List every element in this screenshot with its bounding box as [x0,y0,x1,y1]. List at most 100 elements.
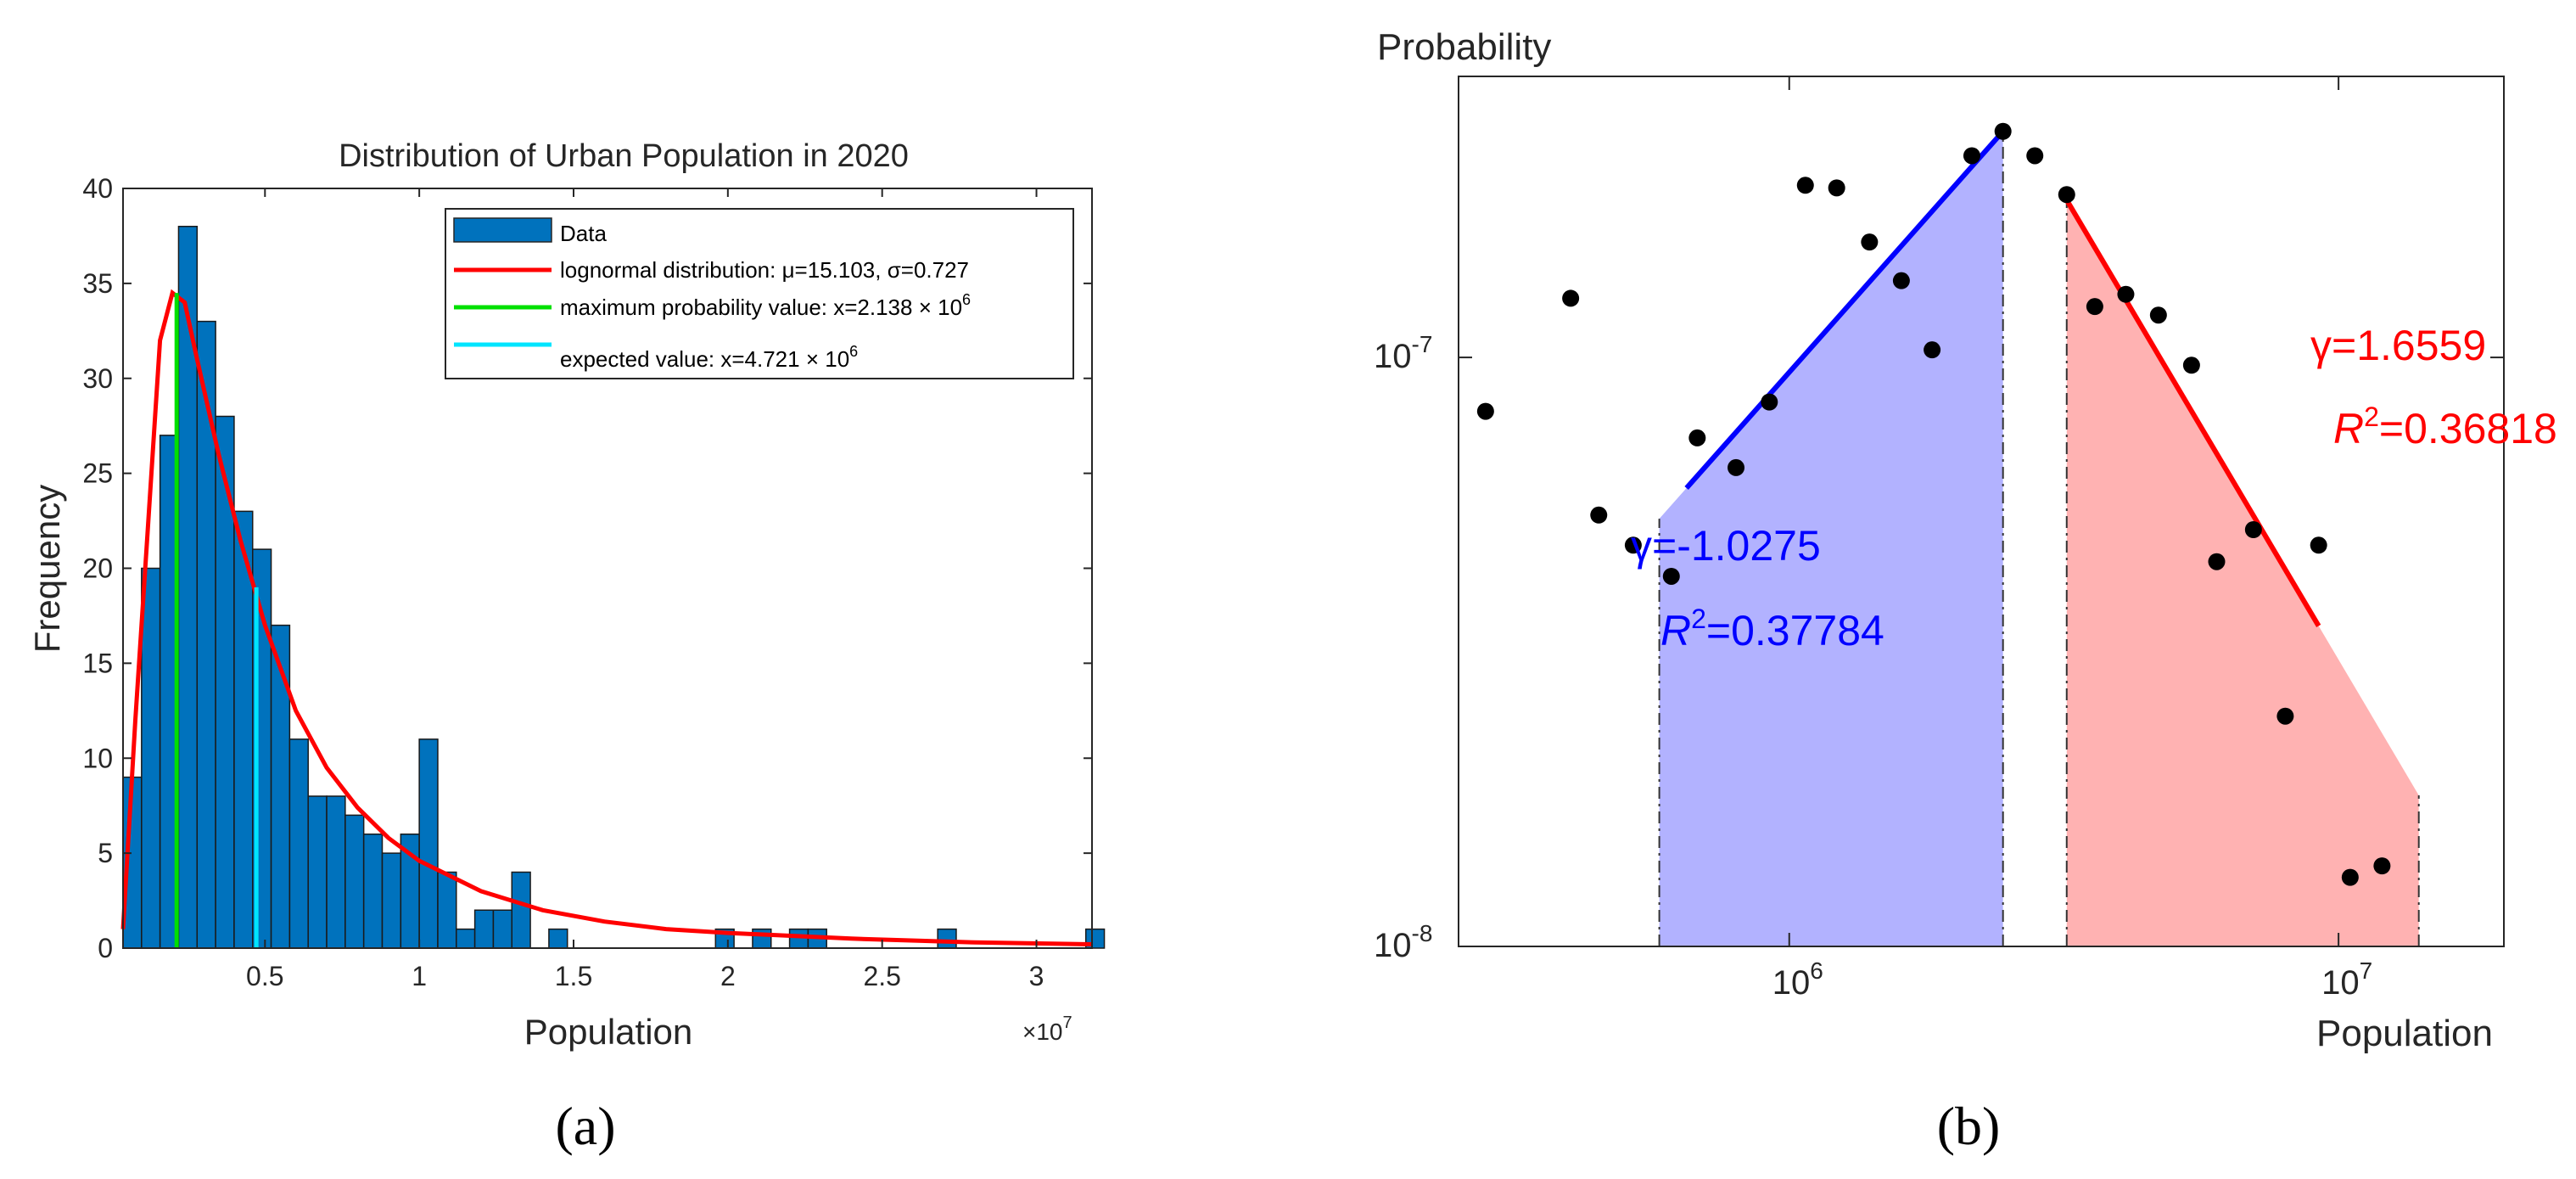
histogram-bar [548,928,568,949]
x-tick-label: 2 [720,961,736,991]
histogram-bar [456,928,476,949]
legend-expected-text: expected value: x=4.721 × 10 [560,346,849,372]
right-r2-exp: 2 [2364,401,2379,432]
histogram-bar [937,928,957,949]
left-r2-label: R2=0.37784 [1660,604,1884,654]
histogram-bar [288,738,309,949]
data-point [2310,536,2327,554]
data-point [1994,122,2012,140]
data-point [2208,553,2226,570]
right-r2-value: =0.36818 [2379,405,2557,452]
tick-exp: 7 [2360,957,2373,984]
data-point [2117,285,2135,303]
x-tick-label: 107 [2321,957,2372,1002]
legend-label-data: Data [560,221,607,246]
data-point [1892,272,1910,289]
tick-base: 10 [1772,964,1811,1002]
legend-entry-max-probability: maximum probability value: x=2.138 × 106 [454,291,971,320]
left-r2-value: =0.37784 [1706,607,1884,654]
legend-entry-data: Data [453,217,607,246]
histogram-bar [177,226,199,949]
x-tick-label: 0.5 [246,961,283,991]
data-point [2373,857,2391,875]
data-point [2276,707,2294,725]
data-point [1728,458,1745,476]
tick-exp: -7 [1412,331,1433,357]
multiplier-base: ×10 [1022,1019,1063,1045]
data-point [1796,177,1814,194]
data-point [1476,402,1494,420]
legend-label-max-probability: maximum probability value: x=2.138 × 106 [560,291,971,320]
left-gamma-label: γ=-1.0275 [1631,522,1821,570]
data-point [1861,233,1879,251]
x-tick-label: 2.5 [863,961,900,991]
chart-a-ylabel: Frequency [27,485,67,653]
tick-base: 10 [1374,927,1412,964]
right-r2-prefix: R [2333,405,2364,452]
y-tick-label: 10-7 [1374,331,1432,375]
data-point [2244,521,2262,539]
legend-swatch-data [453,217,552,243]
y-tick-label: 30 [82,363,113,394]
legend-max-text: maximum probability value: x=2.138 × 10 [560,295,962,320]
legend-entry-expected: expected value: x=4.721 × 106 [454,342,858,372]
chart-b-axes-box [1458,76,2505,947]
histogram-bar [196,320,216,949]
tick-base: 10 [2321,964,2360,1002]
right-fit-line [2064,199,2321,627]
right-fit-region [2066,199,2419,946]
lognormal-curve [120,289,1093,946]
x-tick-label: 3 [1029,961,1044,991]
histogram-bar [492,909,513,949]
x-tick-label: 106 [1772,957,1823,1002]
histogram-bar [307,795,328,949]
data-point [2341,868,2359,886]
data-point [2086,298,2103,316]
region-boundaries [1658,131,2420,946]
histogram-bar [326,795,346,949]
multiplier-exp: 7 [1063,1013,1072,1032]
chart-b-xlabel: Population [2316,1013,2493,1054]
legend-label-lognormal: lognormal distribution: μ=15.103, σ=0.72… [560,257,969,283]
data-point [1590,506,1608,524]
y-tick-label: 25 [82,458,113,489]
y-tick-label: 10-8 [1374,920,1432,964]
tick-base: 10 [1374,338,1412,375]
chart-a-xlabel: Population [524,1012,693,1052]
left-fit-line [1684,129,2005,491]
data-point [1761,393,1778,411]
histogram-bar [788,928,809,949]
legend-entry-lognormal: lognormal distribution: μ=15.103, σ=0.72… [454,257,969,283]
data-point [2182,357,2200,374]
left-r2-exp: 2 [1691,604,1706,634]
y-tick-label: 40 [82,173,113,204]
tick-exp: 6 [1810,957,1823,984]
histogram-bar [752,928,772,949]
legend-max-sup: 6 [962,291,971,308]
histogram-bar [437,871,457,949]
data-point [2149,306,2167,324]
data-point [1924,341,1941,359]
x-tick-label: 1 [412,961,427,991]
data-point [1963,147,1980,165]
y-tick-label: 15 [82,648,113,678]
histogram-bar [473,909,495,949]
legend-expected-sup: 6 [849,343,858,360]
chart-a-xlabel-multiplier: ×107 [1022,1013,1072,1045]
right-gamma-label: γ=1.6559 [2310,322,2486,369]
histogram-bars [122,226,1106,949]
histogram-bar [344,814,365,949]
scatter-points [1476,122,2391,886]
left-fit-region [1659,131,2003,946]
histogram-bar [141,567,161,949]
data-point [1828,179,1845,197]
data-point [1562,289,1580,307]
y-tick-label: 10 [82,743,113,773]
caption-a: (a) [555,1096,615,1156]
right-r2-label: R2=0.36818 [2333,401,2557,452]
data-point [1624,536,1642,554]
